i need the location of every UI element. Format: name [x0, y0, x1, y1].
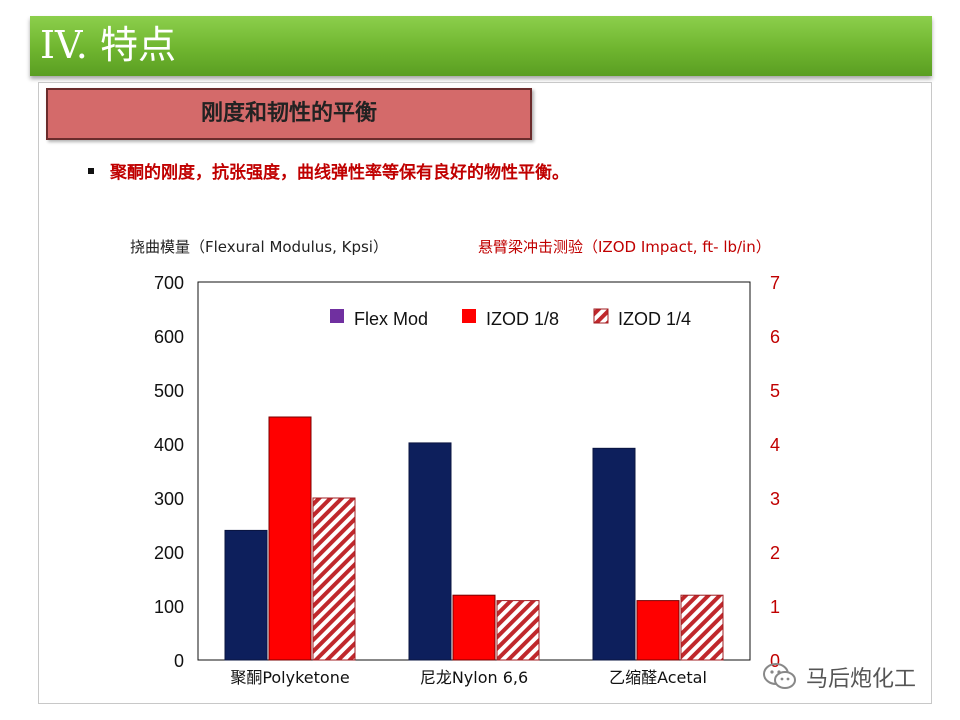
header-bar: IV. 特点	[30, 16, 932, 76]
left-tick-label: 500	[154, 381, 184, 401]
left-tick-label: 300	[154, 489, 184, 509]
right-tick-label: 1	[770, 597, 780, 617]
left-tick-label: 0	[174, 651, 184, 671]
right-tick-label: 4	[770, 435, 780, 455]
section-title-box: 刚度和韧性的平衡	[46, 88, 532, 140]
content-frame	[38, 82, 932, 704]
bar	[312, 497, 356, 661]
bar	[408, 442, 452, 661]
right-tick-label: 5	[770, 381, 780, 401]
page-title: IV. 特点	[40, 23, 176, 67]
left-tick-label: 700	[154, 273, 184, 293]
bar	[680, 594, 724, 661]
legend-swatch	[593, 308, 609, 324]
legend-label: IZOD 1/4	[618, 309, 691, 329]
legend-label: Flex Mod	[354, 309, 428, 329]
bar	[496, 600, 540, 661]
right-tick-label: 2	[770, 543, 780, 563]
watermark-text: 马后炮化工	[806, 667, 917, 692]
bar	[452, 594, 496, 661]
section-title: 刚度和韧性的平衡	[200, 101, 377, 126]
left-tick-label: 100	[154, 597, 184, 617]
left-axis-title: 挠曲模量（Flexural Modulus, Kpsi）	[130, 238, 388, 256]
bullet-point: 聚酮的刚度，抗张强度，曲线弹性率等保有良好的物性平衡。	[88, 158, 569, 183]
right-tick-label: 3	[770, 489, 780, 509]
bar	[224, 529, 268, 661]
category-label: 聚酮Polyketone	[230, 668, 349, 687]
right-tick-label: 0	[770, 651, 780, 671]
legend-swatch	[462, 309, 476, 323]
left-tick-label: 600	[154, 327, 184, 347]
bar	[592, 447, 636, 661]
bullet-square-icon	[88, 168, 94, 174]
left-tick-label: 400	[154, 435, 184, 455]
right-tick-label: 7	[770, 273, 780, 293]
category-label: 乙缩醛Acetal	[609, 668, 707, 687]
bar	[636, 600, 680, 661]
legend-label: IZOD 1/8	[486, 309, 559, 329]
right-tick-label: 6	[770, 327, 780, 347]
left-tick-label: 200	[154, 543, 184, 563]
wechat-icon	[763, 663, 796, 689]
bullet-text: 聚酮的刚度，抗张强度，曲线弹性率等保有良好的物性平衡。	[110, 163, 569, 183]
category-label: 尼龙Nylon 6,6	[420, 668, 528, 687]
legend-swatch	[330, 309, 344, 323]
right-axis-title: 悬臂梁冲击测验（IZOD Impact, ft- lb/in）	[478, 238, 771, 256]
bar	[268, 416, 312, 661]
watermark: 马后炮化工	[762, 660, 916, 694]
